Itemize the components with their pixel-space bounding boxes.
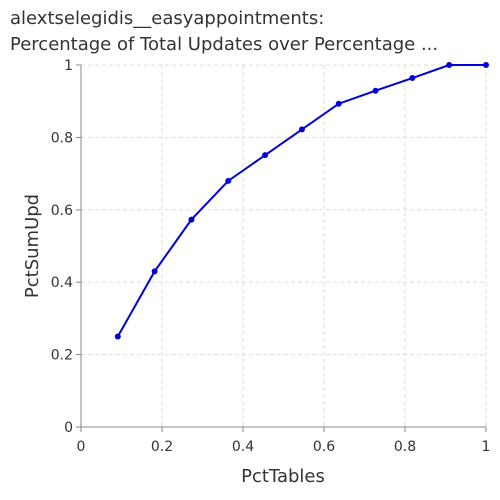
- y-axis-label: PctSumUpd: [22, 194, 43, 298]
- series-group: [114, 62, 489, 340]
- y-tick-label: 1: [64, 58, 73, 74]
- data-point: [114, 333, 121, 340]
- x-tick-label: 0: [77, 439, 86, 455]
- y-tick-label: 0.6: [51, 203, 73, 219]
- x-tick-label: 0.6: [313, 439, 335, 455]
- axes: [76, 64, 487, 432]
- x-tick-label: 1: [482, 439, 491, 455]
- y-tick-label: 0.8: [51, 130, 73, 146]
- chart-title-line-2: Percentage of Total Updates over Percent…: [10, 34, 439, 55]
- y-tick-label: 0.4: [51, 275, 73, 291]
- x-axis-label: PctTables: [241, 466, 325, 487]
- x-tick-label: 0.2: [151, 439, 173, 455]
- tick-labels: 0 0.2 0.4 0.6 0.8 1 0 0.2 0.4 0.6 0.8 1: [51, 58, 491, 455]
- y-tick-label: 0.2: [51, 348, 73, 364]
- x-tick-label: 0.8: [394, 439, 416, 455]
- chart-title-line-1: alextselegidis__easyappointments:: [10, 8, 325, 29]
- series-line: [116, 64, 486, 337]
- y-tick-label: 0: [64, 420, 73, 436]
- x-tick-label: 0.4: [232, 439, 254, 455]
- data-point: [262, 152, 269, 159]
- data-point: [151, 268, 158, 275]
- data-point: [188, 216, 195, 223]
- grid-lines: [81, 64, 487, 427]
- data-point: [225, 177, 232, 184]
- data-point: [446, 62, 453, 68]
- data-point: [298, 126, 305, 133]
- data-point: [372, 87, 379, 94]
- data-point: [483, 62, 489, 68]
- data-point: [335, 100, 342, 107]
- data-point: [409, 75, 416, 82]
